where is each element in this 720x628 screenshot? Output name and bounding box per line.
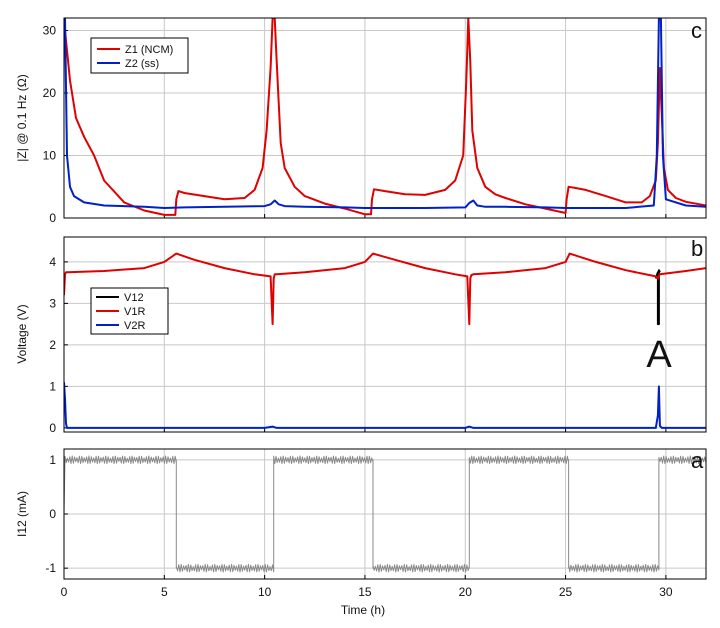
y-tick-label: 3	[49, 296, 56, 310]
panel-b: 0 1 2 3 4 b Voltage (V) A V12 V1R V2R	[15, 236, 707, 435]
legend-b-label-v12: V12	[124, 292, 144, 304]
ylabel-c: |Z| @ 0.1 Hz (Ω)	[15, 74, 29, 161]
series-line-v2r	[64, 382, 706, 429]
panel-label-a: a	[691, 448, 704, 473]
legend-b-label-v2r: V2R	[124, 320, 145, 332]
y-tick-label: 1	[49, 453, 56, 467]
panel-a: -1 0 1 0 5 10 15 20 25 30 a I12 (mA) Time (h)	[15, 448, 707, 617]
yticks-c: 0 10 20 30	[43, 24, 57, 226]
frame-c	[63, 17, 707, 219]
y-tick-label: 10	[43, 149, 57, 163]
xlabel-a: Time (h)	[341, 603, 385, 617]
legend-c-label-z2: Z2 (ss)	[125, 58, 159, 70]
series-line-z1-ncm	[64, 18, 706, 216]
series-line-v1r	[64, 252, 706, 326]
yticks-b: 0 1 2 3 4	[49, 255, 56, 435]
legend-c-label-z1: Z1 (NCM)	[125, 44, 173, 56]
x-tick-label: 10	[258, 585, 272, 599]
frame-a	[63, 448, 707, 580]
annotation-a: A	[646, 334, 672, 376]
legend-c: Z1 (NCM) Z2 (ss)	[90, 37, 189, 74]
legend-b-label-v1r: V1R	[124, 306, 145, 318]
y-tick-label: 1	[49, 379, 56, 393]
x-tick-label: 5	[161, 585, 168, 599]
series-line-v12	[654, 269, 661, 326]
x-tick-label: 15	[358, 585, 372, 599]
panel-label-b: b	[691, 236, 703, 261]
y-tick-label: 0	[49, 507, 56, 521]
x-tick-label: 30	[659, 585, 673, 599]
y-tick-label: 4	[49, 255, 56, 269]
x-tick-label: 0	[61, 585, 68, 599]
legend-b: V12 V1R V2R	[90, 287, 169, 335]
series-c	[64, 18, 706, 216]
y-tick-label: 30	[43, 24, 57, 38]
y-tick-label: 20	[43, 86, 57, 100]
y-tick-label: 2	[49, 338, 56, 352]
y-tick-label: 0	[49, 211, 56, 225]
grid-a	[63, 449, 706, 579]
x-tick-label: 20	[459, 585, 473, 599]
series-b	[64, 252, 706, 429]
frame-b	[63, 236, 707, 433]
x-tick-label: 25	[559, 585, 573, 599]
y-tick-label: 0	[49, 421, 56, 435]
xticks-a: 0 5 10 15 20 25 30	[61, 585, 673, 599]
series-line-z2-ss	[64, 18, 706, 209]
ylabel-b: Voltage (V)	[15, 304, 29, 363]
ylabel-a: I12 (mA)	[15, 491, 29, 537]
panel-label-c: c	[691, 18, 702, 43]
yticks-a: -1 0 1	[45, 453, 56, 575]
series-a	[64, 455, 706, 573]
y-tick-label: -1	[45, 561, 56, 575]
legend-c-box	[90, 37, 189, 74]
panel-c: 0 10 20 30 c |Z| @ 0.1 Hz (Ω) Z1 (NCM) Z2 (…	[15, 17, 707, 226]
series-line-series-0	[64, 455, 706, 573]
